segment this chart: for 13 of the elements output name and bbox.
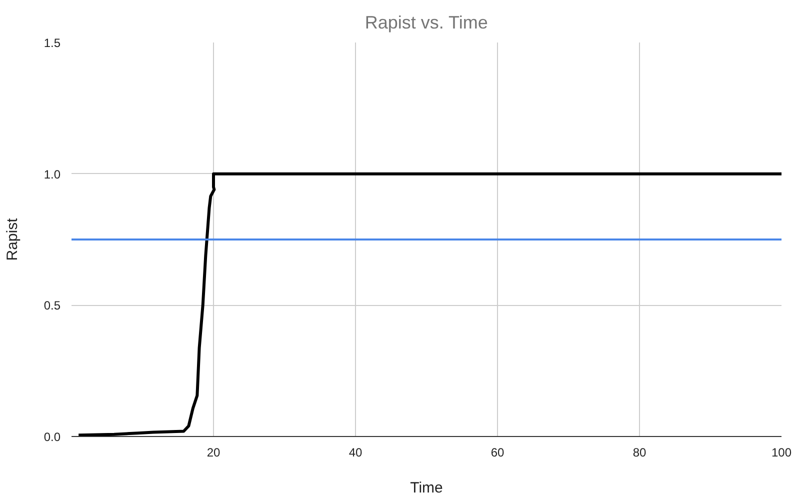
y-tick-label: 1.0 bbox=[44, 167, 61, 182]
x-tick-label: 20 bbox=[206, 446, 220, 460]
chart-title: Rapist vs. Time bbox=[364, 12, 488, 32]
x-tick-label: 100 bbox=[771, 446, 792, 460]
x-tick-label: 60 bbox=[490, 446, 504, 460]
y-tick-label: 0.5 bbox=[44, 298, 61, 313]
y-tick-label: 0.0 bbox=[44, 430, 61, 444]
x-axis-title: Time bbox=[410, 480, 443, 496]
x-tick-label: 80 bbox=[632, 446, 646, 460]
x-tick-label: 40 bbox=[348, 446, 362, 460]
y-tick-label: 1.5 bbox=[44, 36, 61, 50]
line-series bbox=[77, 172, 782, 436]
y-axis-title: Rapist bbox=[4, 217, 21, 261]
